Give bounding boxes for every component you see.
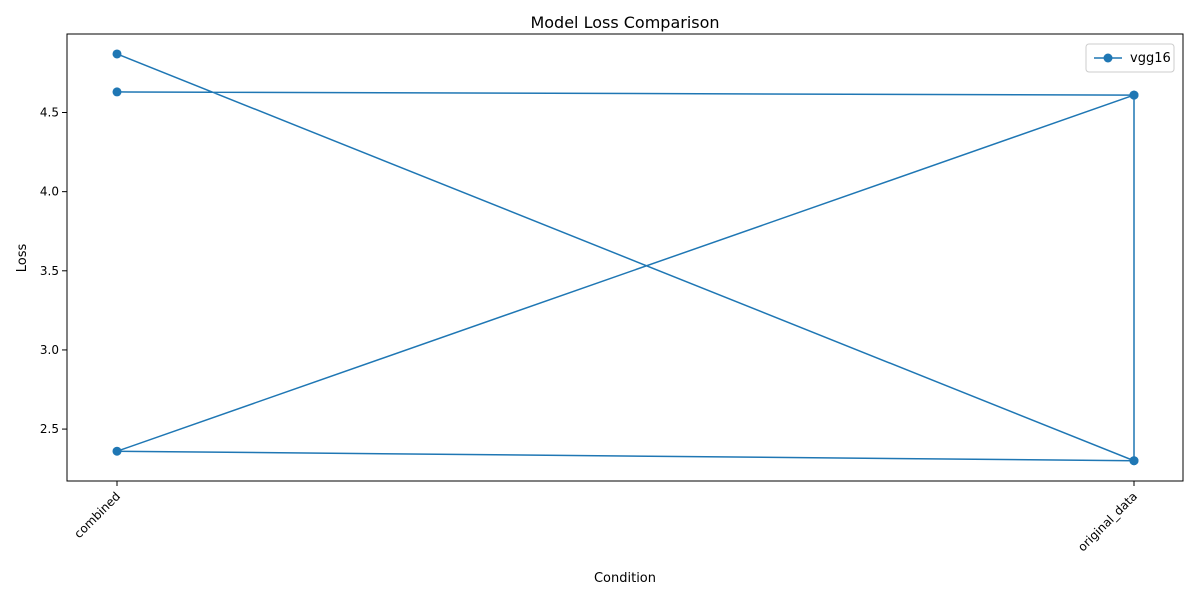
y-tick-label: 4.5 [40, 106, 59, 120]
data-point [1129, 456, 1139, 466]
series-layer [112, 49, 1139, 466]
y-axis-ticks: 2.5 3.0 3.5 4.0 4.5 [40, 106, 67, 436]
y-axis-label: Loss [15, 244, 30, 273]
legend: vgg16 [1085, 43, 1175, 73]
legend-marker [1103, 53, 1113, 63]
data-point [112, 446, 122, 456]
data-point [1129, 90, 1139, 100]
y-tick-label: 3.0 [40, 343, 59, 357]
x-tick-label: combined [71, 489, 123, 541]
x-axis-ticks: combined original_data [71, 481, 1140, 554]
data-point [112, 87, 122, 97]
x-tick-label: original_data [1075, 489, 1140, 554]
y-tick-label: 3.5 [40, 264, 59, 278]
legend-entry-vgg16: vgg16 [1130, 51, 1171, 66]
x-axis-label: Condition [594, 571, 656, 586]
legend-box [1085, 43, 1175, 73]
plot-frame [66, 33, 1184, 482]
y-tick-label: 2.5 [40, 422, 59, 436]
chart-title: Model Loss Comparison [530, 13, 719, 32]
data-point [112, 49, 122, 59]
series-line-vgg16 [116, 53, 1135, 462]
y-tick-label: 4.0 [40, 185, 59, 199]
